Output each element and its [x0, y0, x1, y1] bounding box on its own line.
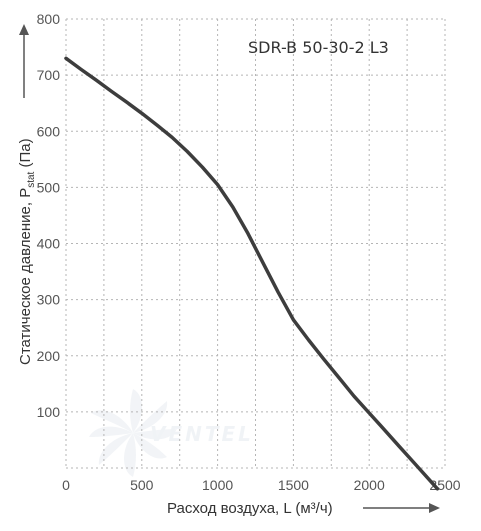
watermark-text: VENTEL: [150, 422, 254, 446]
y-tick-label: 800: [37, 11, 61, 27]
y-tick-label: 600: [37, 123, 61, 139]
x-axis-label: Расход воздуха, L (м³/ч): [167, 500, 333, 517]
y-tick-label: 300: [37, 292, 61, 308]
x-axis-ticks: 0 500 1000 1500 2000 2500: [62, 477, 461, 493]
x-tick-label: 500: [130, 477, 154, 493]
y-axis-arrow: [19, 24, 29, 98]
y-tick-label: 200: [37, 348, 61, 364]
y-tick-label: 100: [37, 404, 61, 420]
y-tick-label: 500: [37, 179, 61, 195]
chart-grid: [65, 18, 446, 469]
y-axis-ticks: 100 200 300 400 500 600 700 800: [37, 11, 61, 420]
x-tick-label: 1000: [202, 477, 233, 493]
x-tick-label: 2000: [354, 477, 385, 493]
fan-pressure-curve: [64, 56, 440, 491]
x-tick-label: 0: [62, 477, 70, 493]
y-tick-label: 700: [37, 67, 61, 83]
x-axis-arrow: [363, 503, 440, 513]
x-tick-label: 1500: [278, 477, 309, 493]
ventel-watermark-logo: VENTEL: [89, 389, 254, 477]
y-axis-label: Статическое давление, Pstat (Па): [17, 138, 37, 365]
model-label: SDR-B 50-30-2 L3: [248, 38, 389, 57]
y-tick-label: 400: [37, 236, 61, 252]
